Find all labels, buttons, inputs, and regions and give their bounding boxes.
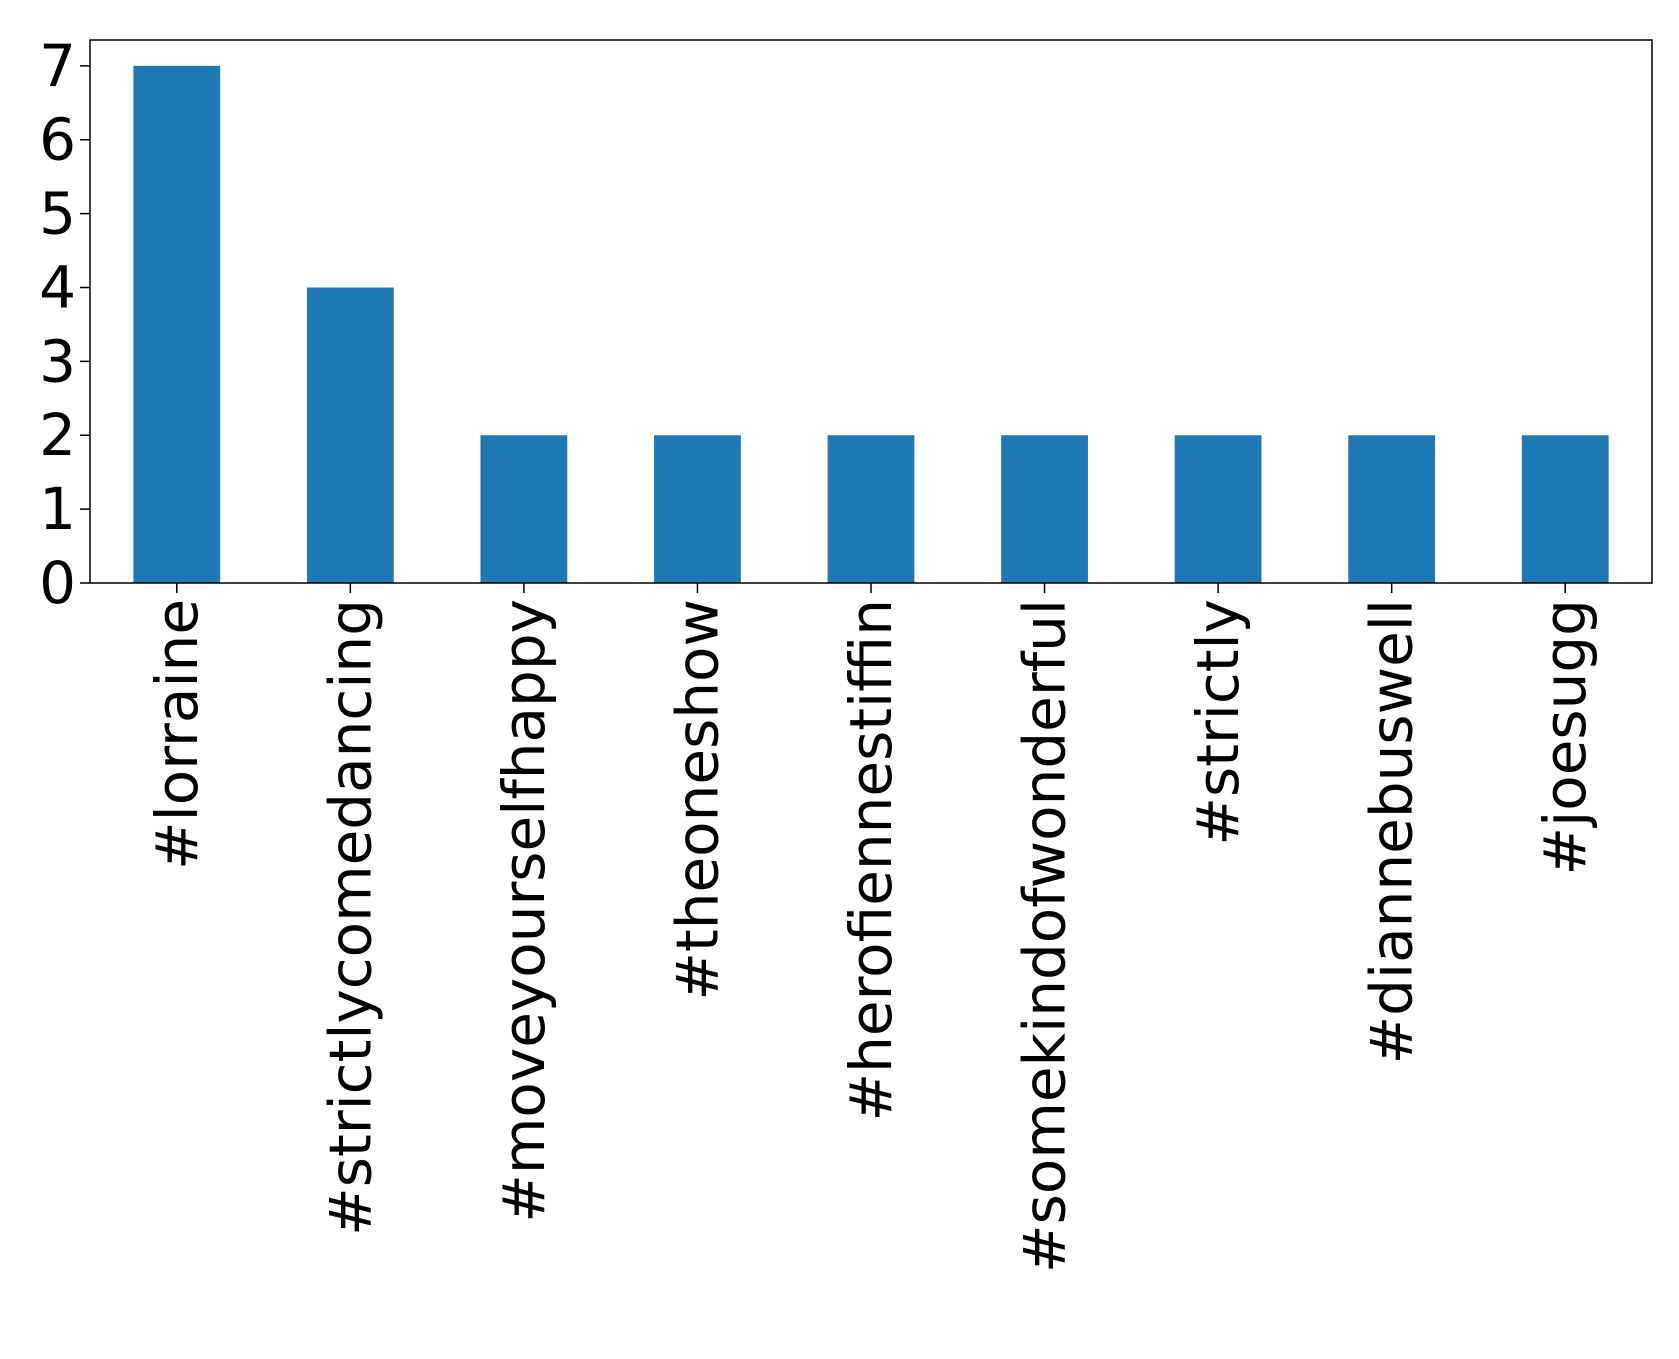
y-tick-label-2: 2 [39, 401, 76, 469]
y-tick-label-3: 3 [39, 327, 76, 395]
x-tick-label-2: #moveyourselfhappy [490, 599, 558, 1223]
bar-3 [654, 435, 741, 583]
bars-group [133, 65, 1609, 584]
bar-6 [1174, 435, 1262, 583]
bar-2 [480, 435, 568, 583]
x-tick-label-8: #joesugg [1531, 599, 1599, 876]
y-tick-label-5: 5 [39, 180, 76, 248]
y-tick-label-0: 0 [39, 549, 76, 617]
x-tick-label-6: #strictly [1184, 599, 1252, 846]
x-tick-label-7: #diannebuswell [1358, 599, 1426, 1064]
bar-8 [1521, 435, 1609, 583]
bar-7 [1348, 435, 1436, 583]
y-tick-label-4: 4 [39, 253, 76, 321]
x-tick-label-5: #somekindofwonderful [1011, 599, 1079, 1273]
plot-frame [89, 39, 1653, 584]
bar-0 [133, 65, 221, 584]
bar-1 [306, 287, 394, 583]
bar-4 [827, 435, 915, 583]
x-tick-label-3: #theoneshow [663, 599, 731, 1001]
bar-5 [1001, 435, 1088, 583]
x-axis: #lorraine #strictlycomedancing #moveyourse… [143, 583, 1599, 1273]
x-tick-label-4: #herofiennestiffin [837, 599, 905, 1121]
x-tick-label-0: #lorraine [143, 599, 211, 870]
x-tick-label-1: #strictlycomedancing [316, 599, 384, 1236]
y-tick-label-7: 7 [39, 32, 76, 100]
y-tick-label-1: 1 [39, 475, 76, 543]
y-tick-label-6: 6 [39, 106, 76, 174]
